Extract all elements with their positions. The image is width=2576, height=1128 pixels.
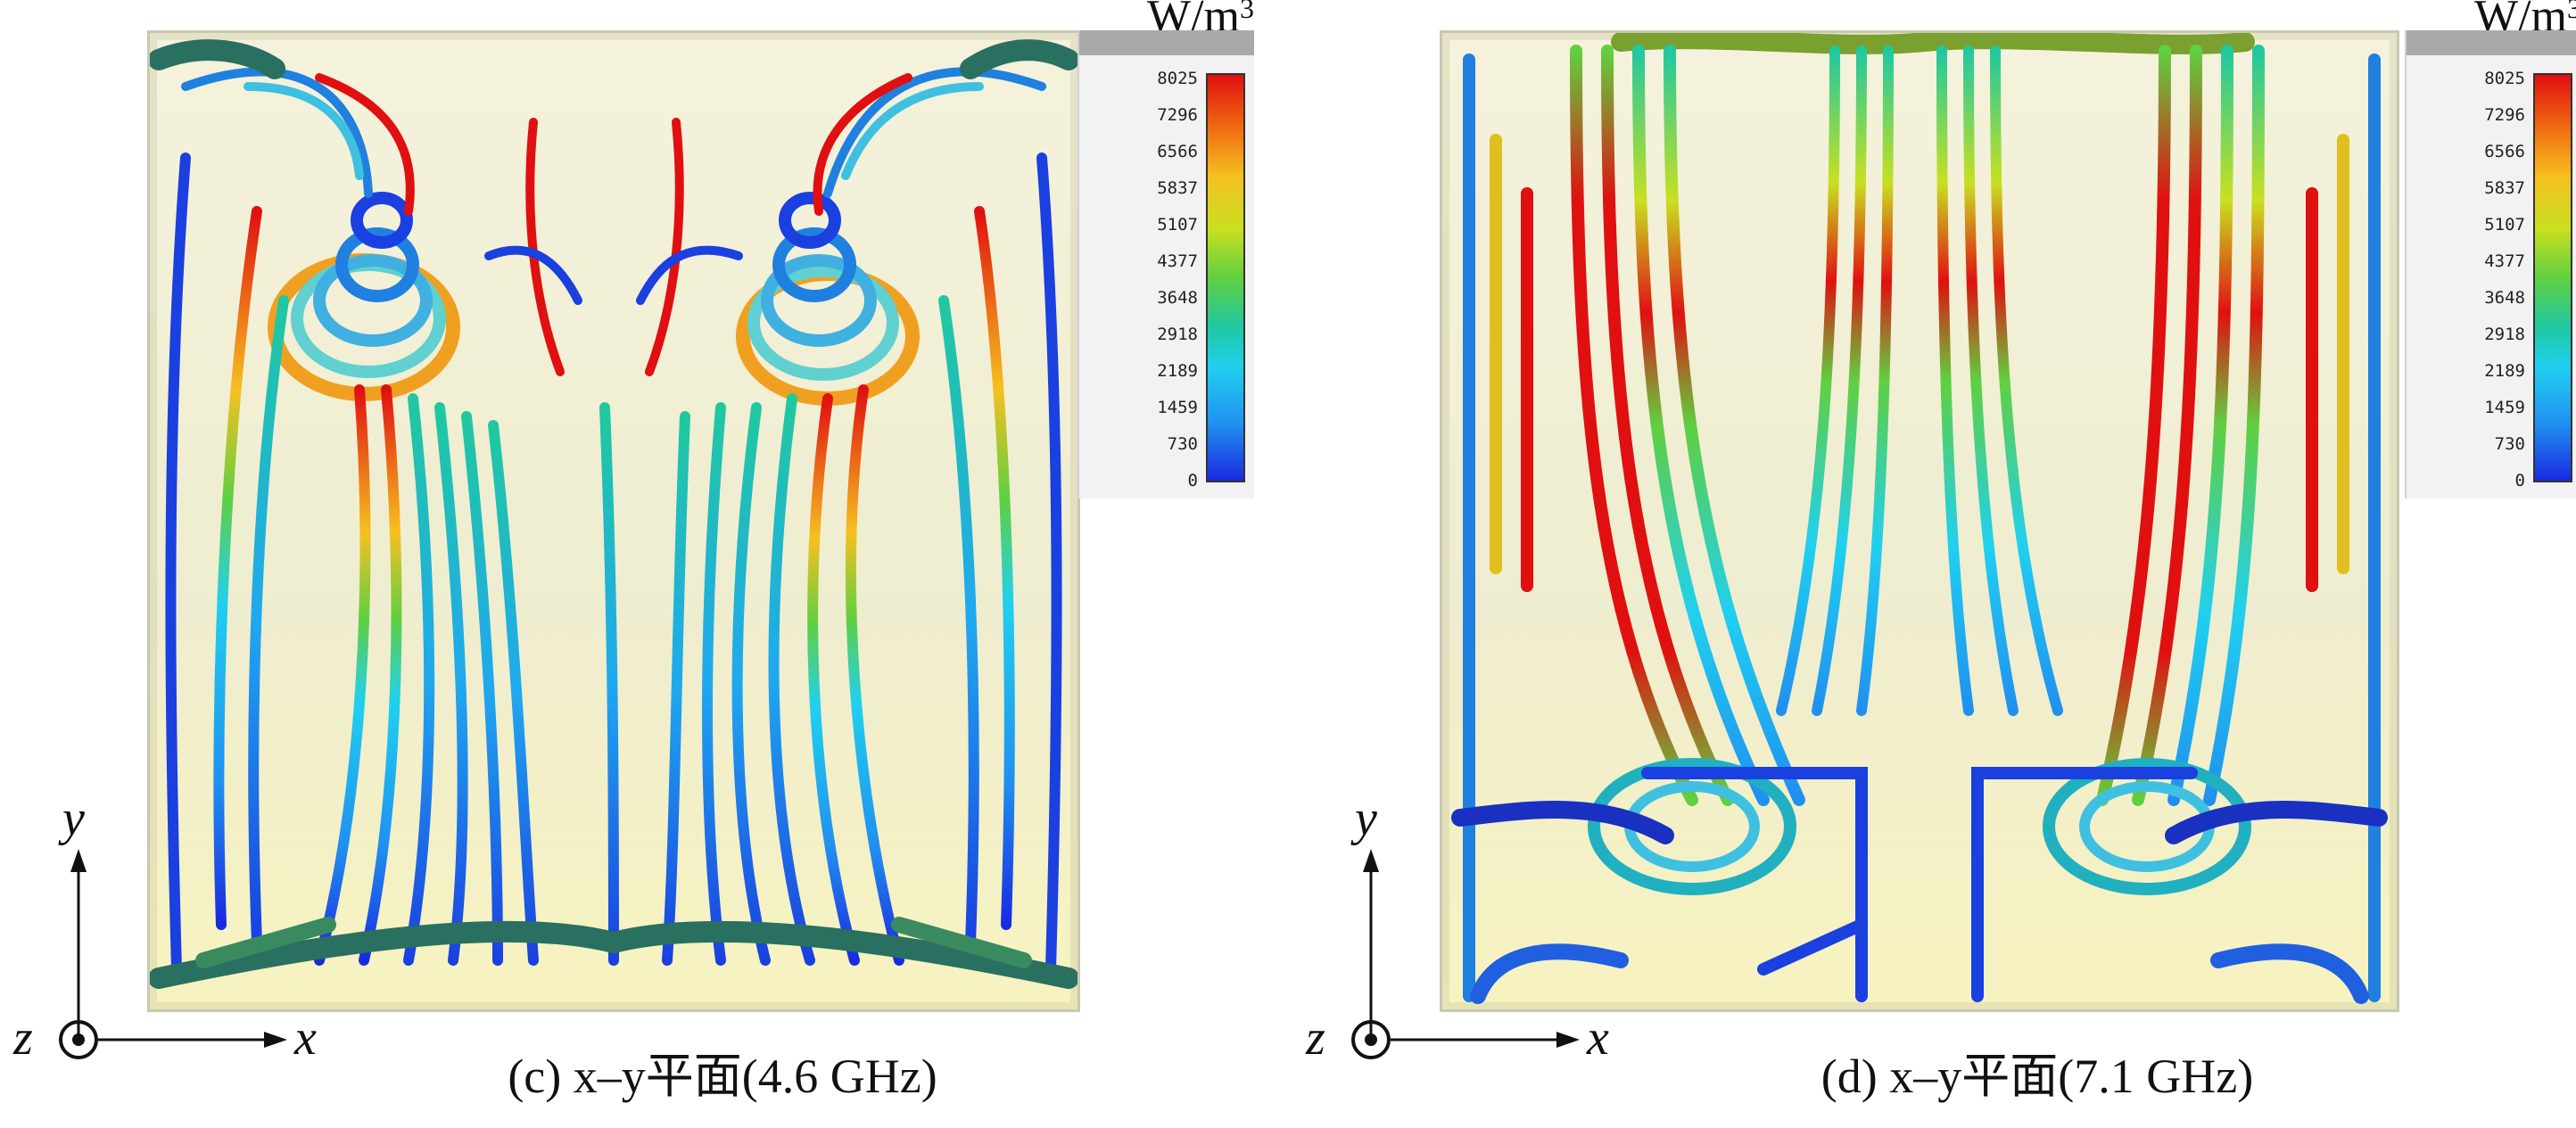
legend-tick: 4377 <box>1157 251 1198 271</box>
legend-tick: 2918 <box>1157 325 1198 344</box>
colorbar-legend-c: W/m3 8025 7296 6566 5837 5107 4377 3648 … <box>1077 0 1254 498</box>
axis-label-x: x <box>1587 1010 1609 1066</box>
legend-tick: 3648 <box>1157 288 1198 308</box>
legend-tick: 7296 <box>1157 105 1198 125</box>
streamline-plot-c <box>147 30 1080 1012</box>
legend-tick: 730 <box>1167 434 1198 454</box>
top-cluster-d <box>1611 33 2255 54</box>
streamlines-d-svg <box>1451 33 2388 1004</box>
legend-tick: 2918 <box>2484 325 2525 344</box>
legend-tick: 1459 <box>1157 398 1198 417</box>
vortex-left-c <box>268 192 460 401</box>
legend-tick: 730 <box>2494 434 2525 454</box>
coordinate-axes-d: y z x <box>1306 791 1614 1079</box>
colorbar-c <box>1206 73 1245 482</box>
streamlines-down-c <box>165 152 1062 975</box>
axis-label-z: z <box>13 1010 33 1066</box>
legend-tick: 8025 <box>1157 69 1198 88</box>
axis-label-y: y <box>1355 791 1377 846</box>
coordinate-axes-c: y z x <box>13 791 321 1079</box>
legend-tick: 2189 <box>1157 361 1198 381</box>
bottom-vortices-d <box>1451 758 2388 1004</box>
legend-tick: 5837 <box>2484 178 2525 198</box>
legend-tick: 1459 <box>2484 398 2525 417</box>
legend-tick: 2189 <box>2484 361 2525 381</box>
colorbar-legend-d: W/m3 8025 7296 6566 5837 5107 4377 3648 … <box>2405 0 2576 498</box>
legend-tick: 5107 <box>1157 215 1198 235</box>
bottom-cluster-c <box>150 39 1077 989</box>
panel-d: W/m3 8025 7296 6566 5837 5107 4377 3648 … <box>1288 0 2576 1128</box>
vortex-right-c <box>736 192 920 406</box>
legend-header-c <box>1079 30 1254 55</box>
legend-tick: 5107 <box>2484 215 2525 235</box>
legend-tick: 7296 <box>2484 105 2525 125</box>
legend-unit-d: W/m3 <box>2474 0 2576 42</box>
caption-c: (c) x–y平面(4.6 GHz) <box>508 1050 937 1103</box>
legend-header-d <box>2407 30 2576 55</box>
axis-label-z: z <box>1306 1010 1325 1066</box>
streamlines-left-d <box>1463 45 1805 1002</box>
streamlines-right-d <box>2096 45 2381 1002</box>
legend-tick: 3648 <box>2484 288 2525 308</box>
panel-c: W/m3 8025 7296 6566 5837 5107 4377 3648 … <box>13 0 1254 1103</box>
axes-arrows-c <box>59 849 287 1059</box>
legend-tick: 5837 <box>1157 178 1198 198</box>
axis-label-x: x <box>294 1010 317 1066</box>
colorbar-d <box>2533 73 2572 482</box>
legend-tick: 6566 <box>2484 142 2525 161</box>
legend-tick: 6566 <box>1157 142 1198 161</box>
streamlines-top-c <box>181 67 1046 376</box>
streamline-plot-d <box>1440 30 2399 1012</box>
streamlines-c-svg <box>150 39 1077 989</box>
axis-label-y: y <box>62 791 85 846</box>
legend-tick: 0 <box>2514 471 2525 490</box>
streamlines-center-d <box>1776 45 2063 716</box>
legend-tick: 8025 <box>2484 69 2525 88</box>
legend-tick: 4377 <box>2484 251 2525 271</box>
caption-d: (d) x–y平面(7.1 GHz) <box>1821 1050 2254 1103</box>
legend-unit-c: W/m3 <box>1147 0 1254 42</box>
axes-arrows-d <box>1351 849 1580 1059</box>
legend-tick: 0 <box>1187 471 1198 490</box>
